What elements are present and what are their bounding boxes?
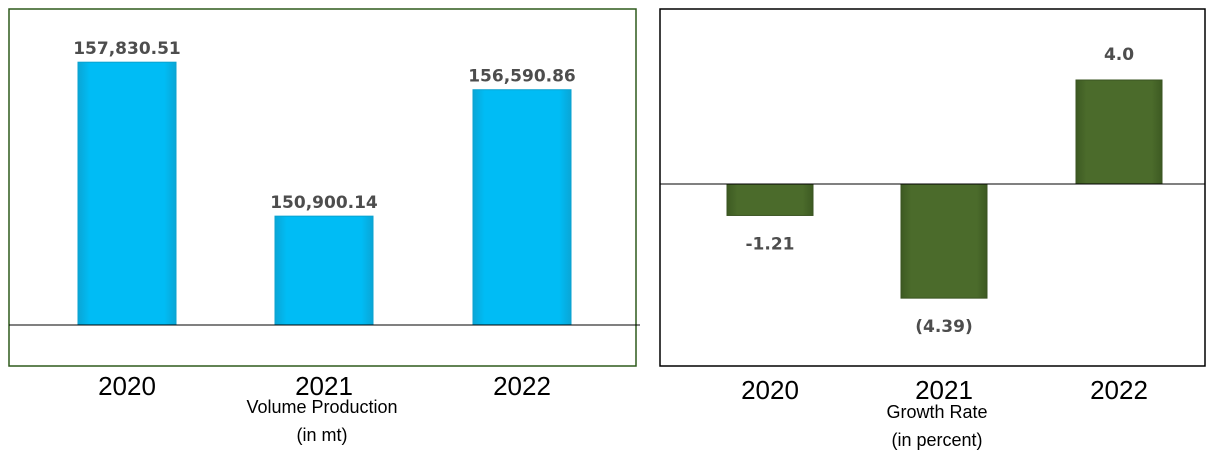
growth-value-label-2020: -1.21: [746, 234, 795, 254]
volume-axis-caption-line1: Volume Production: [246, 397, 397, 417]
volume-bar-2021: [274, 215, 374, 326]
growth-value-label-2021: (4.39): [915, 317, 972, 337]
growth-bars: -1.21 (4.39) 4.0: [726, 45, 1163, 337]
growth-bar-2021: [900, 183, 988, 299]
volume-axis-caption-line2: (in mt): [297, 425, 348, 445]
volume-x-tick-labels: 2020 2021 2022: [98, 371, 551, 401]
volume-x-tick-2020: 2020: [98, 371, 156, 401]
growth-x-tick-2021: 2021: [915, 375, 973, 405]
volume-value-label-2022: 156,590.86: [468, 67, 576, 87]
volume-value-label-2020: 157,830.51: [73, 39, 181, 59]
volume-x-tick-2021: 2021: [295, 371, 353, 401]
growth-bar-2020: [726, 183, 814, 216]
volume-bars: 157,830.51 150,900.14 156,590.86: [73, 39, 576, 326]
volume-bar-2022: [472, 89, 572, 326]
volume-bar-2020: [77, 61, 177, 326]
growth-bar-2022: [1075, 79, 1163, 185]
growth-axis-caption-line1: Growth Rate: [886, 402, 987, 422]
growth-x-tick-2020: 2020: [741, 375, 799, 405]
growth-x-tick-2022: 2022: [1090, 375, 1148, 405]
growth-value-label-2022: 4.0: [1104, 45, 1134, 65]
volume-value-label-2021: 150,900.14: [270, 193, 378, 213]
growth-x-tick-labels: 2020 2021 2022: [741, 375, 1148, 405]
volume-chart-frame: [8, 8, 637, 367]
volume-x-tick-2022: 2022: [493, 371, 551, 401]
growth-rate-chart: -1.21(4.39)4.0 2020 2021 2022 Growth Rate …: [659, 8, 1206, 450]
growth-axis-caption-line2: (in percent): [891, 430, 982, 450]
growth-chart-frame: [659, 8, 1206, 367]
